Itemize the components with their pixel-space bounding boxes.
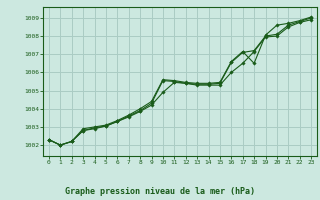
Text: Graphe pression niveau de la mer (hPa): Graphe pression niveau de la mer (hPa) [65, 187, 255, 196]
